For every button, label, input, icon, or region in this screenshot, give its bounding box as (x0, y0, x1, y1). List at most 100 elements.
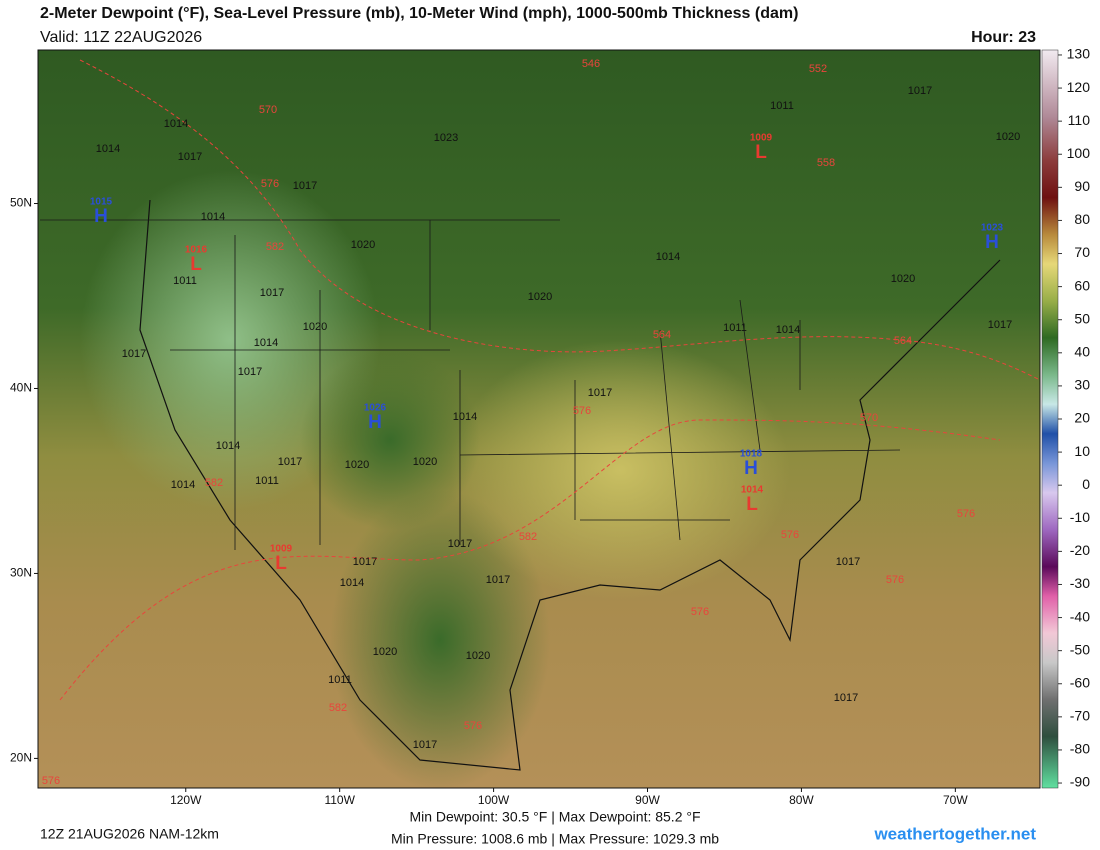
isobar-label: 1014 (216, 440, 240, 452)
thickness-contour (59, 419, 1001, 701)
pressure-center-value: 1016 (185, 245, 208, 256)
isobar-label: 1017 (908, 85, 932, 97)
colorbar-label: 30 (1074, 377, 1090, 393)
thickness-label: 546 (582, 58, 600, 70)
lat-label: 40N (10, 381, 32, 395)
isobar-label: 1011 (255, 475, 279, 487)
thickness-label: 582 (266, 241, 284, 253)
colorbar-label: 70 (1074, 244, 1090, 260)
pressure-center-letter: L (755, 142, 767, 163)
isobar-label: 1011 (770, 100, 794, 112)
pressure-center-value: 1018 (740, 449, 763, 460)
lat-label: 50N (10, 196, 32, 210)
lon-label: 70W (943, 793, 968, 807)
isobar-label: 1011 (328, 674, 352, 686)
colorbar-label: -80 (1070, 741, 1090, 757)
shading (450, 340, 790, 600)
colorbar-label: 0 (1082, 476, 1090, 492)
lat-label: 20N (10, 751, 32, 765)
thickness-label: 570 (860, 412, 878, 424)
pressure-center-letter: H (94, 206, 108, 227)
isobar-label: 1017 (413, 739, 437, 751)
dewpoint-range: Min Dewpoint: 30.5 °F | Max Dewpoint: 85… (409, 809, 700, 825)
thickness-label: 558 (817, 157, 835, 169)
thickness-label: 576 (464, 720, 482, 732)
isobar-label: 1017 (486, 574, 510, 586)
thickness-label: 576 (261, 178, 279, 190)
lon-label: 120W (170, 793, 202, 807)
pressure-center-value: 1015 (90, 197, 113, 208)
isobar-label: 1017 (260, 287, 284, 299)
isobar-label: 1020 (345, 459, 369, 471)
isobar-label: 1020 (891, 273, 915, 285)
colorbar-label: 20 (1074, 410, 1090, 426)
thickness-label: 576 (42, 775, 60, 787)
isobar-label: 1017 (836, 556, 860, 568)
colorbar-label: 60 (1074, 277, 1090, 293)
isobar-label: 1020 (351, 239, 375, 251)
thickness-label: 552 (809, 63, 827, 75)
isobar-label: 1011 (173, 275, 197, 287)
coastline (139, 199, 1001, 771)
site-name: weathertogether.net (873, 824, 1036, 843)
colorbar-label: 120 (1067, 79, 1091, 95)
thickness-label: 576 (781, 529, 799, 541)
isobar-label: 1014 (254, 337, 278, 349)
pressure-center-value: 1023 (981, 223, 1004, 234)
thickness-contour (79, 59, 1041, 381)
shading (330, 490, 550, 790)
valid-time: Valid: 11Z 22AUG2026 (40, 29, 202, 46)
forecast-hour: Hour: 23 (971, 29, 1036, 46)
isobar-label: 1017 (293, 180, 317, 192)
pressure-center-letter: H (368, 412, 382, 433)
shading (300, 350, 480, 530)
colorbar-label: -20 (1070, 542, 1090, 558)
isobar-label: 1023 (434, 132, 458, 144)
isobar-label: 1017 (353, 556, 377, 568)
colorbar-label: -30 (1070, 575, 1090, 591)
thickness-label: 576 (957, 508, 975, 520)
isobar-label: 1017 (238, 366, 262, 378)
lat-label: 30N (10, 566, 32, 580)
thickness-label: 570 (259, 104, 277, 116)
map-frame (37, 49, 1041, 789)
colorbar-label: 130 (1067, 46, 1091, 62)
isobar-label: 1020 (303, 321, 327, 333)
colorbar-label: -40 (1070, 608, 1090, 624)
pressure-center-letter: H (744, 458, 758, 479)
colorbar-label: 110 (1068, 112, 1091, 128)
colorbar-label: 10 (1074, 443, 1090, 459)
isobar-label: 1014 (164, 118, 188, 130)
isobar-label: 1017 (834, 692, 858, 704)
thickness-label: 576 (886, 574, 904, 586)
thickness-label: 582 (205, 477, 223, 489)
isobar-label: 1014 (776, 324, 800, 336)
isobar-label: 1011 (723, 322, 747, 334)
isobar-label: 1020 (466, 650, 490, 662)
isobar-label: 1017 (122, 348, 146, 360)
thickness-label: 576 (573, 405, 591, 417)
isobar-label: 1014 (201, 211, 225, 223)
isobar-label: 1014 (171, 479, 195, 491)
isobar-label: 1017 (448, 538, 472, 550)
lon-label: 110W (324, 793, 355, 807)
isobar-label: 1020 (373, 646, 397, 658)
thickness-label: 564 (894, 335, 912, 347)
colorbar-label: 40 (1074, 344, 1090, 360)
lon-label: 90W (635, 793, 660, 807)
colorbar-label: 100 (1067, 145, 1091, 161)
pressure-center-letter: L (746, 494, 758, 515)
colorbar-label: -70 (1070, 708, 1090, 724)
isobar-label: 1014 (340, 577, 364, 589)
isobar-label: 1020 (996, 131, 1020, 143)
thickness-label: 582 (519, 531, 537, 543)
thickness-label: 564 (653, 329, 671, 341)
isobar-label: 1017 (988, 319, 1012, 331)
colorbar-label: 80 (1074, 211, 1090, 227)
colorbar-label: 90 (1074, 178, 1090, 194)
isobar-label: 1014 (453, 411, 477, 423)
lon-label: 100W (478, 793, 510, 807)
isobar-label: 1017 (588, 387, 612, 399)
thickness-label: 582 (329, 702, 347, 714)
pressure-center-letter: L (275, 553, 287, 574)
